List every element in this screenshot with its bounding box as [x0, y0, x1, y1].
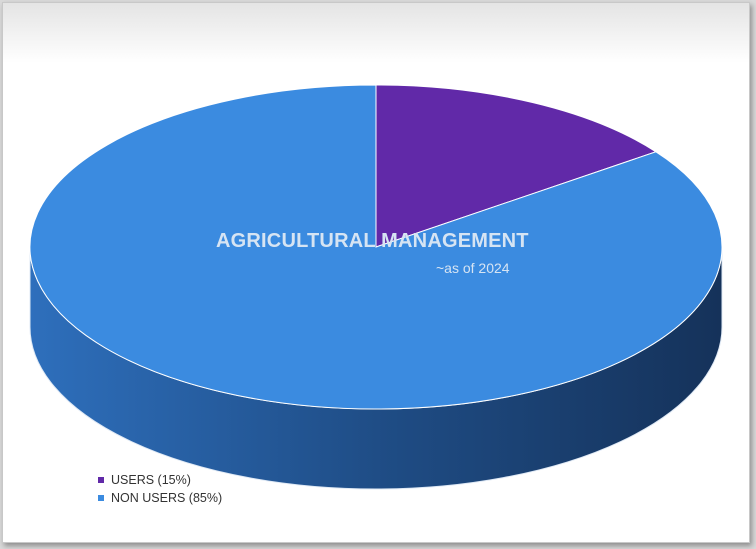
chart-title: AGRICULTURAL MANAGEMENT — [216, 230, 529, 252]
legend: USERS (15%) NON USERS (85%) — [98, 471, 222, 507]
legend-item-non-users: NON USERS (85%) — [98, 489, 222, 507]
chart-subtitle: ~as of 2024 — [436, 260, 510, 276]
legend-item-users: USERS (15%) — [98, 471, 222, 489]
slice-non-users — [29, 84, 723, 410]
legend-label-non-users: NON USERS (85%) — [111, 491, 223, 505]
legend-swatch-non-users — [98, 495, 104, 501]
legend-label-users: USERS (15%) — [111, 473, 191, 487]
slice-users — [375, 84, 658, 248]
legend-swatch-users — [98, 477, 104, 483]
